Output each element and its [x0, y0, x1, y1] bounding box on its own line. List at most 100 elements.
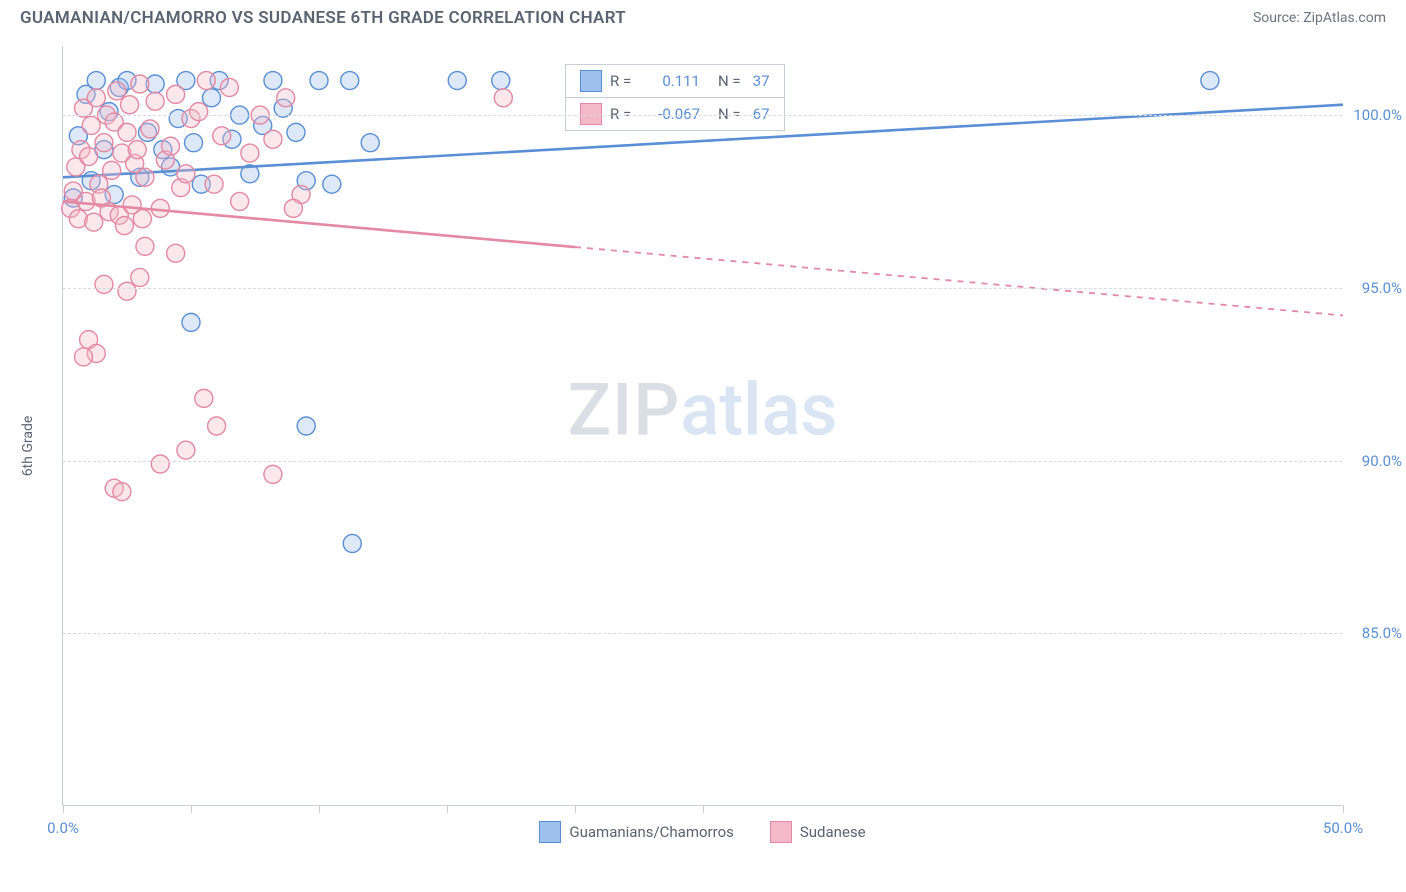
data-point	[213, 127, 231, 145]
data-point	[264, 130, 282, 148]
data-point	[231, 192, 249, 210]
data-point	[115, 217, 133, 235]
data-point	[136, 237, 154, 255]
data-point	[208, 417, 226, 435]
data-point	[185, 134, 203, 152]
y-axis-label: 6th Grade	[20, 416, 36, 477]
n-label: N =	[718, 105, 741, 123]
source-attribution: Source: ZipAtlas.com	[1253, 10, 1386, 26]
data-point	[118, 123, 136, 141]
chart-legend: Guamanians/Chamorros Sudanese	[63, 821, 1342, 843]
data-point	[202, 89, 220, 107]
data-point	[131, 268, 149, 286]
stats-row: R = 0.111 N = 37	[566, 65, 784, 97]
y-tick-label: 100.0%	[1353, 106, 1402, 124]
r-value: 0.111	[646, 72, 700, 90]
data-point	[182, 313, 200, 331]
data-point	[264, 465, 282, 483]
data-point	[287, 123, 305, 141]
data-point	[264, 72, 282, 90]
gridline	[63, 115, 1342, 116]
data-point	[492, 72, 510, 90]
n-value: 67	[753, 105, 770, 123]
series-swatch	[580, 70, 602, 92]
data-point	[74, 348, 92, 366]
data-point	[141, 120, 159, 138]
data-point	[343, 534, 361, 552]
data-point	[205, 175, 223, 193]
data-point	[128, 141, 146, 159]
data-point	[95, 275, 113, 293]
x-tick-label: 0.0%	[47, 819, 79, 837]
data-point	[118, 282, 136, 300]
gridline	[63, 288, 1342, 289]
data-point	[87, 72, 105, 90]
n-label: N =	[718, 72, 741, 90]
x-tick	[1343, 805, 1344, 813]
data-point	[241, 144, 259, 162]
y-tick-label: 95.0%	[1362, 279, 1402, 297]
n-value: 37	[753, 72, 770, 90]
x-tick	[703, 805, 704, 813]
data-point	[151, 455, 169, 473]
data-point	[136, 168, 154, 186]
data-point	[82, 116, 100, 134]
stats-row: R = -0.067 N = 67	[566, 97, 784, 130]
correlation-stats-box: R = 0.111 N = 37 R = -0.067 N = 67	[565, 64, 785, 131]
data-point	[167, 85, 185, 103]
data-point	[220, 78, 238, 96]
data-point	[133, 210, 151, 228]
y-tick-label: 90.0%	[1362, 452, 1402, 470]
x-tick-label: 50.0%	[1323, 819, 1363, 837]
data-point	[297, 417, 315, 435]
r-label: R =	[610, 72, 638, 90]
r-value: -0.067	[646, 105, 700, 123]
x-tick	[63, 805, 64, 813]
data-point	[85, 213, 103, 231]
data-point	[167, 244, 185, 262]
trend-line-extrapolated	[575, 247, 1343, 315]
gridline	[63, 633, 1342, 634]
x-tick	[447, 805, 448, 813]
data-point	[162, 137, 180, 155]
data-point	[341, 72, 359, 90]
legend-label: Sudanese	[800, 823, 866, 841]
x-tick	[191, 805, 192, 813]
data-point	[95, 134, 113, 152]
data-point	[310, 72, 328, 90]
data-point	[323, 175, 341, 193]
data-point	[87, 89, 105, 107]
data-point	[448, 72, 466, 90]
x-tick	[319, 805, 320, 813]
data-point	[177, 441, 195, 459]
gridline	[63, 461, 1342, 462]
series-swatch	[580, 103, 602, 125]
data-point	[494, 89, 512, 107]
legend-swatch	[539, 821, 561, 843]
legend-item: Sudanese	[770, 821, 866, 843]
data-point	[1201, 72, 1219, 90]
legend-swatch	[770, 821, 792, 843]
r-label: R =	[610, 105, 638, 123]
data-point	[108, 82, 126, 100]
data-point	[277, 89, 295, 107]
data-point	[177, 165, 195, 183]
data-point	[195, 389, 213, 407]
legend-label: Guamanians/Chamorros	[569, 823, 733, 841]
chart-title: GUAMANIAN/CHAMORRO VS SUDANESE 6TH GRADE…	[20, 8, 626, 28]
data-point	[197, 72, 215, 90]
y-tick-label: 85.0%	[1362, 624, 1402, 642]
x-tick	[575, 805, 576, 813]
data-point	[121, 96, 139, 114]
scatter-plot-svg	[63, 46, 1342, 805]
data-point	[190, 103, 208, 121]
data-point	[80, 148, 98, 166]
data-point	[284, 199, 302, 217]
legend-item: Guamanians/Chamorros	[539, 821, 733, 843]
data-point	[361, 134, 379, 152]
data-point	[146, 92, 164, 110]
data-point	[103, 161, 121, 179]
data-point	[131, 75, 149, 93]
chart-plot-area: ZIPatlas R =0.111N =37R =-0.067N =67 Gua…	[62, 46, 1342, 806]
data-point	[113, 483, 131, 501]
